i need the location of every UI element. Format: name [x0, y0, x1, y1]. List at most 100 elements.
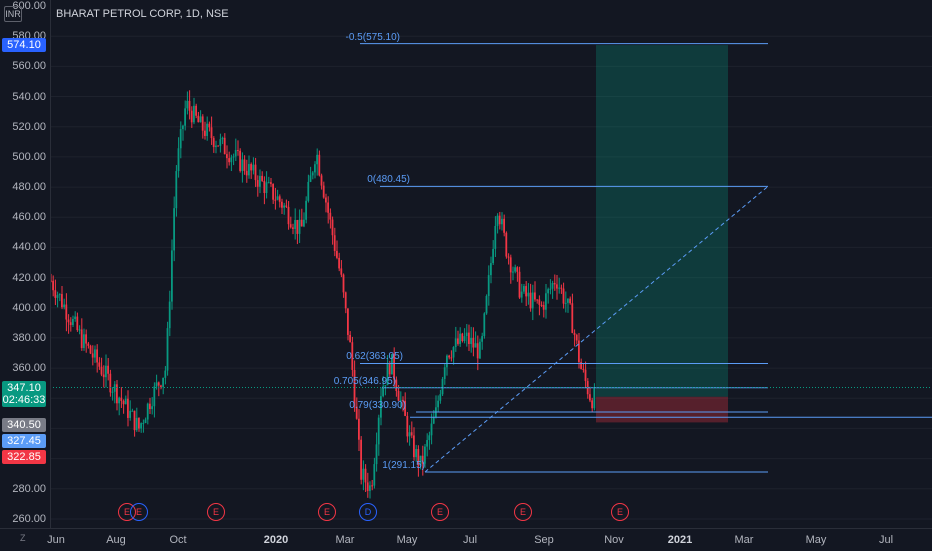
candle-body [254, 164, 257, 181]
candle-body [338, 257, 340, 269]
candle-body [267, 182, 270, 184]
time-tick-label: 2021 [667, 534, 693, 546]
candle-body [336, 250, 338, 258]
candle-body [182, 125, 184, 130]
candle-body [131, 410, 134, 412]
price-tick-label: 260.00 [12, 512, 46, 525]
candle-body [553, 283, 556, 285]
candle-body [309, 175, 312, 182]
candle-body [274, 199, 277, 201]
candle-body [314, 164, 316, 173]
candle-body [261, 175, 263, 181]
candle-body [575, 334, 578, 341]
earnings-event-badge[interactable]: E [514, 503, 532, 521]
candle-body [567, 298, 569, 303]
fib-level-label: 0.79(330.90) [349, 399, 406, 411]
candle-body [329, 212, 332, 220]
candle-body [212, 138, 215, 148]
earnings-event-badge[interactable]: E [431, 503, 449, 521]
candle-body [100, 366, 103, 375]
candle-body [518, 271, 521, 298]
candle-body [505, 232, 508, 257]
time-axis[interactable]: Jun Aug Oct 2020 Mar May Jul Sep Nov 2021 Mar May Ju… [0, 528, 932, 551]
candle-body [391, 354, 393, 375]
candle-body [188, 100, 191, 111]
candle-body [65, 304, 68, 320]
candle-body [503, 218, 505, 233]
candle-body [239, 150, 241, 171]
price-tick-label: 540.00 [12, 90, 46, 103]
candle-body [448, 355, 450, 358]
candle-body [472, 337, 475, 348]
candle-body [560, 287, 563, 289]
candle-body [83, 334, 85, 349]
candle-body [490, 263, 492, 276]
candle-body [452, 347, 455, 358]
candle-body [501, 218, 503, 225]
candle-body [243, 159, 246, 171]
earnings-event-badge[interactable]: E [318, 503, 336, 521]
candle-body [582, 368, 585, 370]
candle-body [162, 377, 164, 387]
candle-body [122, 400, 125, 405]
time-tick-label: Sep [534, 534, 554, 546]
earnings-event-badge[interactable]: E [207, 503, 225, 521]
candle-body [206, 123, 208, 136]
candle-body [250, 164, 252, 171]
candle-body [311, 172, 314, 176]
candle-body [292, 227, 294, 229]
price-tick-label: 400.00 [12, 301, 46, 314]
zoom-reset-button[interactable]: Z [20, 533, 26, 543]
candle-body [580, 361, 582, 369]
candle-body [514, 267, 516, 272]
dividend-event-badge[interactable]: D [359, 503, 377, 521]
candle-body [283, 205, 285, 208]
candle-body [155, 382, 158, 387]
time-tick-label: Nov [604, 534, 624, 546]
candle-body [441, 378, 444, 395]
candle-body [388, 363, 391, 375]
chart-plot-area[interactable] [50, 0, 932, 528]
candle-body [331, 219, 334, 236]
candle-body [571, 303, 574, 333]
candle-body [102, 374, 105, 378]
candle-body [219, 139, 222, 146]
candle-body [61, 294, 63, 308]
price-tag: 02:46:33 [2, 392, 46, 407]
candle-body [591, 400, 593, 409]
candle-body [204, 130, 206, 136]
candle-body [487, 275, 490, 296]
currency-label[interactable]: INR [4, 6, 22, 22]
candle-body [446, 355, 448, 368]
candle-body [303, 219, 305, 227]
candle-body [399, 399, 402, 401]
earnings-event-badge[interactable]: E [611, 503, 629, 521]
candle-body [74, 316, 76, 320]
candle-body [263, 180, 266, 194]
candle-body [149, 403, 151, 410]
candle-body [443, 367, 446, 379]
candle-body [360, 439, 362, 480]
fib-level-label: -0.5(575.10) [345, 31, 400, 43]
candle-body [140, 423, 142, 429]
candle-body [463, 336, 466, 341]
candle-body [232, 156, 235, 158]
candle-body [474, 343, 477, 348]
candle-body [184, 108, 186, 126]
candle-body [85, 334, 87, 344]
candle-body [195, 105, 197, 116]
candle-body [67, 319, 70, 323]
time-tick-label: Jun [47, 534, 65, 546]
candle-body [234, 150, 237, 157]
earnings-event-badge[interactable]: E [130, 503, 148, 521]
candle-body [417, 449, 420, 466]
candle-body [342, 274, 345, 293]
candle-body [105, 365, 107, 378]
price-chart-svg[interactable] [50, 0, 932, 528]
candle-body [507, 256, 510, 258]
candle-body [406, 415, 409, 437]
candle-body [373, 464, 376, 486]
candle-body [91, 353, 94, 358]
price-tick-label: 420.00 [12, 271, 46, 284]
price-axis[interactable]: 260.00280.00300.00320.00340.00360.00380.… [0, 0, 51, 528]
